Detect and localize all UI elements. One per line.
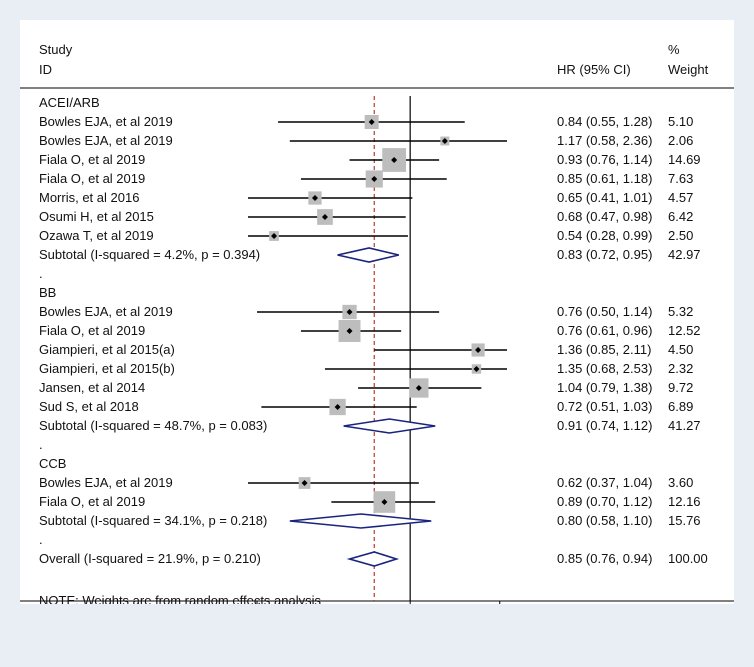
weight-value: 5.10	[668, 114, 693, 129]
forest-plot: Study ID HR (95% CI) % Weight .511.5 ACE…	[20, 42, 734, 622]
weight-value: 41.27	[668, 418, 701, 433]
weight-value: 6.42	[668, 209, 693, 224]
point-estimate	[381, 499, 388, 505]
weight-value: 7.63	[668, 171, 693, 186]
overall-diamond	[346, 551, 400, 567]
header-weight: Weight	[668, 62, 709, 77]
weight-value: 9.72	[668, 380, 693, 395]
subtotal-label: Subtotal (I-squared = 4.2%, p = 0.394)	[39, 247, 260, 262]
study-label: Morris, et al 2016	[39, 190, 139, 205]
weight-value: 12.16	[668, 494, 701, 509]
study-label: Bowles EJA, et al 2019	[39, 475, 173, 490]
spacer-dot: .	[39, 437, 43, 452]
point-estimate	[391, 157, 398, 163]
hr-ci-value: 0.85 (0.61, 1.18)	[557, 171, 652, 186]
hr-ci-value: 0.84 (0.55, 1.28)	[557, 114, 652, 129]
point-estimate	[271, 233, 278, 239]
hr-ci-value: 0.85 (0.76, 0.94)	[557, 551, 652, 566]
subgroup-heading: BB	[39, 285, 56, 300]
weight-value: 15.76	[668, 513, 701, 528]
header-hr: HR (95% CI)	[557, 62, 631, 77]
hr-ci-value: 0.62 (0.37, 1.04)	[557, 475, 652, 490]
hr-ci-value: 0.91 (0.74, 1.12)	[557, 418, 652, 433]
hr-ci-value: 0.83 (0.72, 0.95)	[557, 247, 652, 262]
point-estimate	[311, 195, 318, 201]
point-estimate	[371, 176, 378, 182]
weight-value: 12.52	[668, 323, 701, 338]
study-label: Fiala O, et al 2019	[39, 323, 145, 338]
header-percent: %	[668, 42, 680, 57]
point-estimate	[346, 328, 353, 334]
point-estimate	[473, 366, 480, 372]
study-label: Giampieri, et al 2015(b)	[39, 361, 175, 376]
point-estimate	[415, 385, 422, 391]
hr-ci-value: 1.36 (0.85, 2.11)	[557, 342, 651, 357]
point-estimate	[321, 214, 328, 220]
overall-label: Overall (I-squared = 21.9%, p = 0.210)	[39, 551, 261, 566]
header-id: ID	[39, 62, 52, 77]
spacer-dot: .	[39, 266, 43, 281]
hr-ci-value: 0.68 (0.47, 0.98)	[557, 209, 652, 224]
hr-ci-value: 1.35 (0.68, 2.53)	[557, 361, 652, 376]
study-label: Bowles EJA, et al 2019	[39, 133, 173, 148]
hr-ci-value: 0.54 (0.28, 0.99)	[557, 228, 652, 243]
subtotal-label: Subtotal (I-squared = 34.1%, p = 0.218)	[39, 513, 267, 528]
study-label: Fiala O, et al 2019	[39, 171, 145, 186]
study-label: Sud S, et al 2018	[39, 399, 139, 414]
point-estimate	[346, 309, 353, 315]
header-study: Study	[39, 42, 73, 57]
hr-ci-value: 1.17 (0.58, 2.36)	[557, 133, 652, 148]
subtotal-diamond	[337, 247, 400, 263]
subtotal-label: Subtotal (I-squared = 48.7%, p = 0.083)	[39, 418, 267, 433]
weight-value: 6.89	[668, 399, 693, 414]
hr-ci-value: 0.76 (0.61, 0.96)	[557, 323, 652, 338]
weight-value: 2.32	[668, 361, 693, 376]
weight-value: 100.00	[668, 551, 708, 566]
weight-value: 2.06	[668, 133, 693, 148]
hr-ci-value: 0.72 (0.51, 1.03)	[557, 399, 652, 414]
study-label: Osumi H, et al 2015	[39, 209, 154, 224]
hr-ci-value: 1.04 (0.79, 1.38)	[557, 380, 652, 395]
weight-value: 42.97	[668, 247, 701, 262]
weight-value: 4.57	[668, 190, 693, 205]
weight-value: 5.32	[668, 304, 693, 319]
study-rows: ACEI/ARB Bowles EJA, et al 2019 0.84 (0.55…	[39, 95, 708, 608]
point-estimate	[441, 138, 448, 144]
hr-ci-value: 0.93 (0.76, 1.14)	[557, 152, 652, 167]
hr-ci-value: 0.65 (0.41, 1.01)	[557, 190, 652, 205]
study-label: Fiala O, et al 2019	[39, 494, 145, 509]
study-label: Ozawa T, et al 2019	[39, 228, 154, 243]
subtotal-diamond	[289, 513, 432, 529]
hr-ci-value: 0.76 (0.50, 1.14)	[557, 304, 652, 319]
hr-ci-value: 0.89 (0.70, 1.12)	[557, 494, 652, 509]
subgroup-heading: CCB	[39, 456, 66, 471]
study-label: Fiala O, et al 2019	[39, 152, 145, 167]
weight-value: 3.60	[668, 475, 693, 490]
study-label: Giampieri, et al 2015(a)	[39, 342, 175, 357]
subgroup-heading: ACEI/ARB	[39, 95, 100, 110]
spacer-dot: .	[39, 532, 43, 547]
subtotal-diamond	[343, 418, 436, 434]
weight-value: 14.69	[668, 152, 701, 167]
point-estimate	[301, 480, 308, 486]
point-estimate	[475, 347, 482, 353]
point-estimate	[368, 119, 375, 125]
study-label: Jansen, et al 2014	[39, 380, 145, 395]
weight-value: 2.50	[668, 228, 693, 243]
point-estimate	[334, 404, 341, 410]
weight-value: 4.50	[668, 342, 693, 357]
study-label: Bowles EJA, et al 2019	[39, 304, 173, 319]
plot-panel: Study ID HR (95% CI) % Weight .511.5 ACE…	[20, 20, 734, 622]
study-label: Bowles EJA, et al 2019	[39, 114, 173, 129]
hr-ci-value: 0.80 (0.58, 1.10)	[557, 513, 652, 528]
footnote: NOTE: Weights are from random effects an…	[39, 593, 322, 604]
